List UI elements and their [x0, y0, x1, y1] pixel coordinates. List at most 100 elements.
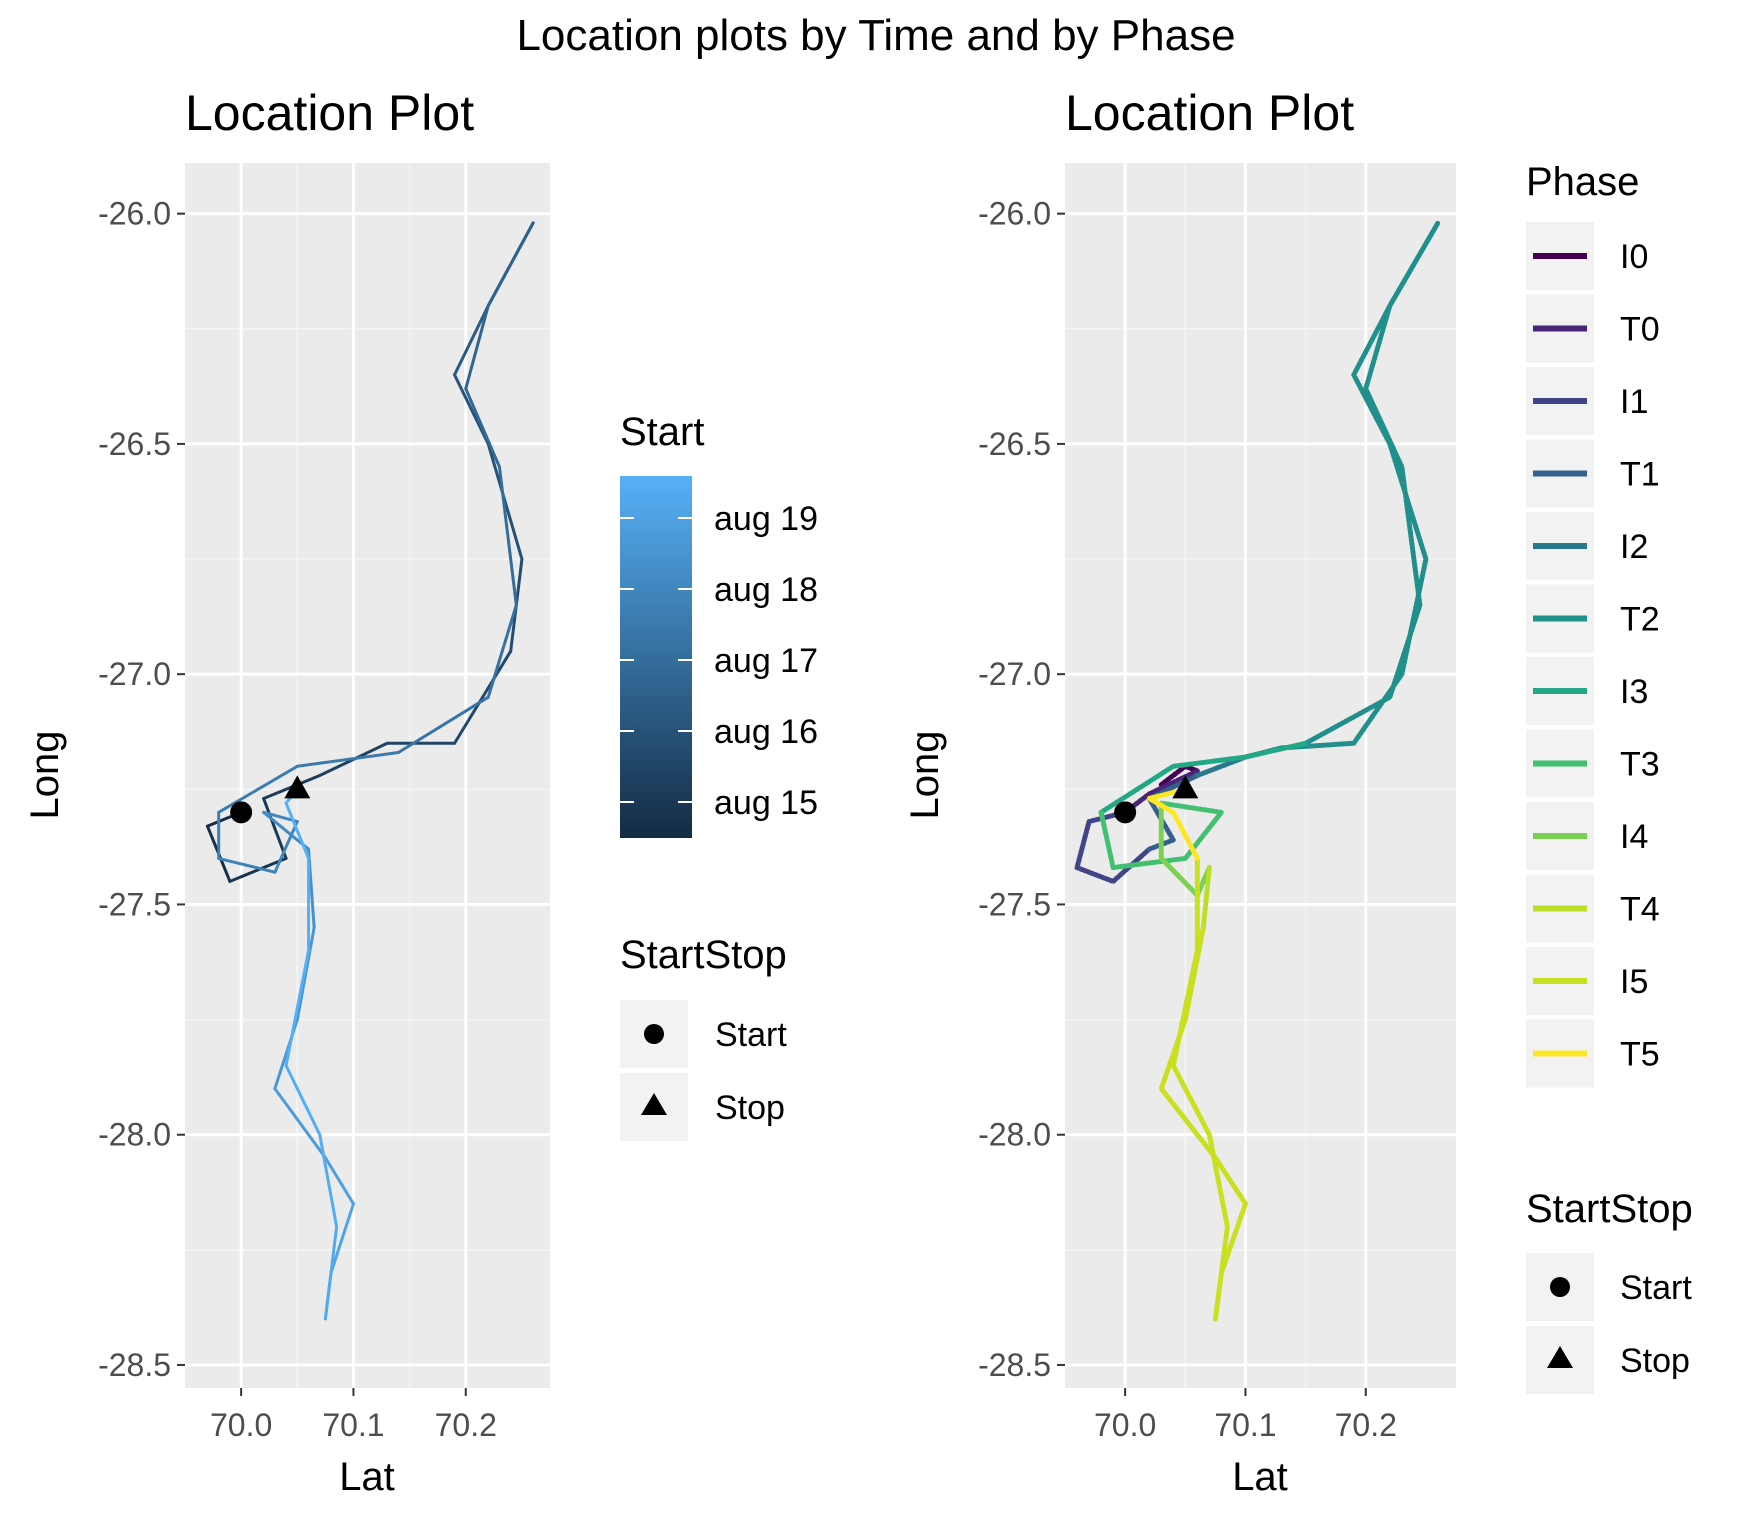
colorbar: [620, 476, 692, 838]
plot-area-time: [185, 163, 550, 1388]
phase-legend-label: T5: [1620, 1036, 1660, 1074]
track-segment: [228, 856, 288, 883]
y-tick-label: -27.0: [978, 656, 1051, 692]
colorbar-label: aug 16: [714, 713, 818, 751]
track-segment: [497, 465, 518, 607]
track-segment: [262, 797, 288, 860]
phase-legend-label: T4: [1620, 891, 1660, 929]
colorbar-label: aug 15: [714, 784, 818, 822]
x-axis-ticks-time: 70.0 70.1 70.2: [210, 1388, 497, 1443]
phase-legend-label: T1: [1620, 456, 1660, 494]
x-tick-label: 70.1: [1214, 1407, 1276, 1443]
y-tick-label: -28.0: [978, 1117, 1051, 1153]
legend-label-stop-phase: Stop: [1620, 1342, 1690, 1380]
panel-title-phase: Location Plot: [1065, 85, 1354, 141]
y-tick-label: -26.0: [978, 196, 1051, 232]
colorbar-label: aug 17: [714, 642, 818, 680]
x-tick-label: 70.0: [1094, 1407, 1156, 1443]
track-segment: [486, 603, 518, 699]
y-tick-label: -28.5: [978, 1347, 1051, 1383]
legend-title-startstop-phase: StartStop: [1526, 1187, 1693, 1231]
phase-legend-label: T0: [1620, 311, 1660, 349]
track-segment: [284, 949, 311, 1068]
track-segment: [453, 304, 490, 377]
start-marker: [230, 801, 253, 824]
track-segment: [486, 221, 535, 308]
legend-startstop-time: StartStop Start Stop: [620, 933, 787, 1141]
colorbar-label: aug 18: [714, 571, 818, 609]
colorbar-title: Start: [620, 410, 704, 454]
x-tick-label: 70.2: [1335, 1407, 1397, 1443]
y-tick-label: -28.5: [98, 1347, 171, 1383]
x-tick-label: 70.1: [322, 1407, 384, 1443]
track-line-t2: [1280, 221, 1440, 750]
track-line-i5: [1159, 856, 1247, 1321]
legend-label-start-time: Start: [715, 1016, 787, 1054]
track-line-t4: [1201, 866, 1211, 929]
track-segment: [323, 1225, 339, 1321]
start-marker-icon: [644, 1024, 664, 1044]
y-axis-title-time: Long: [23, 731, 67, 820]
y-axis-title-phase: Long: [903, 731, 947, 820]
stop-marker-icon: [1547, 1346, 1573, 1368]
track-segment: [453, 649, 513, 745]
phase-legend-label: I1: [1620, 383, 1648, 421]
phase-legend-label: I5: [1620, 963, 1648, 1001]
stop-marker-icon: [641, 1093, 667, 1115]
track-segment: [217, 856, 277, 874]
y-tick-label: -27.5: [98, 886, 171, 922]
phase-legend-label: I0: [1620, 238, 1648, 276]
x-axis-title-time: Lat: [339, 1455, 395, 1499]
track-segment: [273, 820, 299, 874]
track-segment: [284, 1064, 322, 1137]
track-segment: [396, 695, 490, 754]
y-tick-label: -26.5: [978, 426, 1051, 462]
stop-marker: [1172, 775, 1199, 799]
phase-legend-label: T2: [1620, 601, 1660, 639]
colorbar-ticks: aug 19 aug 18 aug 17 aug 16 aug 15: [620, 500, 818, 822]
stop-marker: [284, 775, 311, 799]
track-segment: [464, 304, 490, 391]
track-segment: [453, 373, 490, 446]
track-time: [205, 221, 535, 1321]
track-segment: [284, 801, 311, 860]
phase-legend-label: I3: [1620, 673, 1648, 711]
y-tick-label: -27.5: [978, 886, 1051, 922]
phase-legend-items: I0 T0 I1 T1 I2 T2 I3 T3 I4 T4 I5 T5: [1526, 222, 1660, 1088]
legend-label-start-phase: Start: [1620, 1269, 1692, 1307]
track-segment: [323, 1156, 355, 1206]
phase-legend-label: I4: [1620, 818, 1648, 856]
legend-label-stop-time: Stop: [715, 1089, 785, 1127]
track-segment: [329, 1202, 355, 1275]
x-tick-label: 70.2: [435, 1407, 497, 1443]
x-axis-ticks-phase: 70.0 70.1 70.2: [1094, 1388, 1397, 1443]
legend-title-phase: Phase: [1526, 160, 1639, 204]
y-tick-label: -26.0: [98, 196, 171, 232]
x-axis-title-phase: Lat: [1232, 1455, 1288, 1499]
track-phase: [1074, 220, 1441, 1322]
figure-title: Location plots by Time and by Phase: [516, 11, 1235, 60]
legend-start-colorbar: Start aug 19 aug 18 aug 17 aug 16 aug 15: [620, 410, 818, 838]
track-line-i3: [1099, 741, 1308, 814]
track-segment: [464, 387, 501, 469]
legend-startstop-phase: StartStop Start Stop: [1526, 1187, 1693, 1394]
start-marker-icon: [1550, 1277, 1570, 1297]
gridlines-time: [185, 163, 550, 1388]
track-segment: [295, 925, 316, 1022]
x-tick-label: 70.0: [210, 1407, 272, 1443]
track-line-i4: [1159, 801, 1211, 897]
y-tick-label: -26.5: [98, 426, 171, 462]
phase-legend-label: I2: [1620, 528, 1648, 566]
y-axis-ticks-time: -26.0 -26.5 -27.0 -27.5 -28.0 -28.5: [98, 196, 185, 1383]
markers-phase: [1114, 775, 1199, 824]
markers-time: [230, 775, 311, 824]
y-axis-ticks-phase: -26.0 -26.5 -27.0 -27.5 -28.0 -28.5: [978, 196, 1065, 1383]
track-segment: [318, 1133, 339, 1229]
start-marker: [1114, 801, 1137, 824]
y-tick-label: -28.0: [98, 1117, 171, 1153]
track-segment: [217, 764, 299, 814]
panel-title-time: Location Plot: [185, 85, 474, 141]
colorbar-label: aug 19: [714, 500, 818, 538]
track-line-t5: [1147, 787, 1199, 860]
